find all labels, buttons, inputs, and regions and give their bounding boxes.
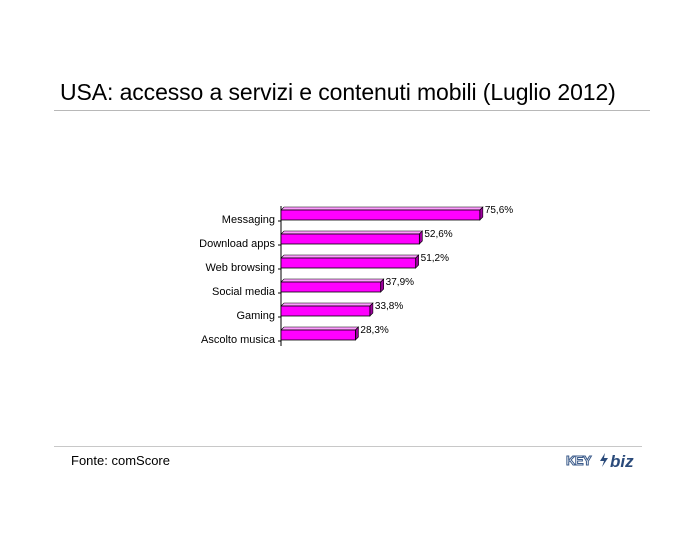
bar-top-face (280, 206, 484, 211)
bar-top-face (280, 302, 374, 307)
category-label: Messaging (222, 214, 275, 226)
logo-key-text: KEY (565, 453, 592, 469)
value-label: 51,2% (421, 253, 449, 264)
bar-top-face (280, 278, 385, 283)
value-label: 75,6% (485, 205, 513, 216)
bar (280, 305, 371, 317)
chart-title: USA: accesso a servizi e contenuti mobil… (60, 79, 616, 105)
title-divider (54, 110, 650, 111)
value-label: 37,9% (386, 277, 414, 288)
category-label: Download apps (199, 238, 275, 250)
logo-biz-text: biz (610, 452, 634, 471)
value-label: 52,6% (424, 229, 452, 240)
category-label: Web browsing (206, 262, 276, 274)
category-label: Social media (212, 286, 276, 298)
key4biz-logo: KEY biz (565, 451, 640, 473)
value-label: 33,8% (375, 301, 403, 312)
bar (280, 209, 481, 221)
category-label: Ascolto musica (201, 334, 276, 346)
bar (280, 233, 420, 245)
bar (280, 329, 356, 341)
bar-top-face (280, 326, 360, 331)
source-note: Fonte: comScore (71, 453, 170, 468)
category-label: Gaming (236, 310, 275, 322)
bar (280, 257, 417, 269)
footer-divider (54, 446, 642, 447)
value-label: 28,3% (360, 325, 388, 336)
bar-top-face (280, 254, 420, 259)
bar-top-face (280, 230, 424, 235)
logo-arrow-icon (600, 453, 608, 467)
bar (280, 281, 382, 293)
